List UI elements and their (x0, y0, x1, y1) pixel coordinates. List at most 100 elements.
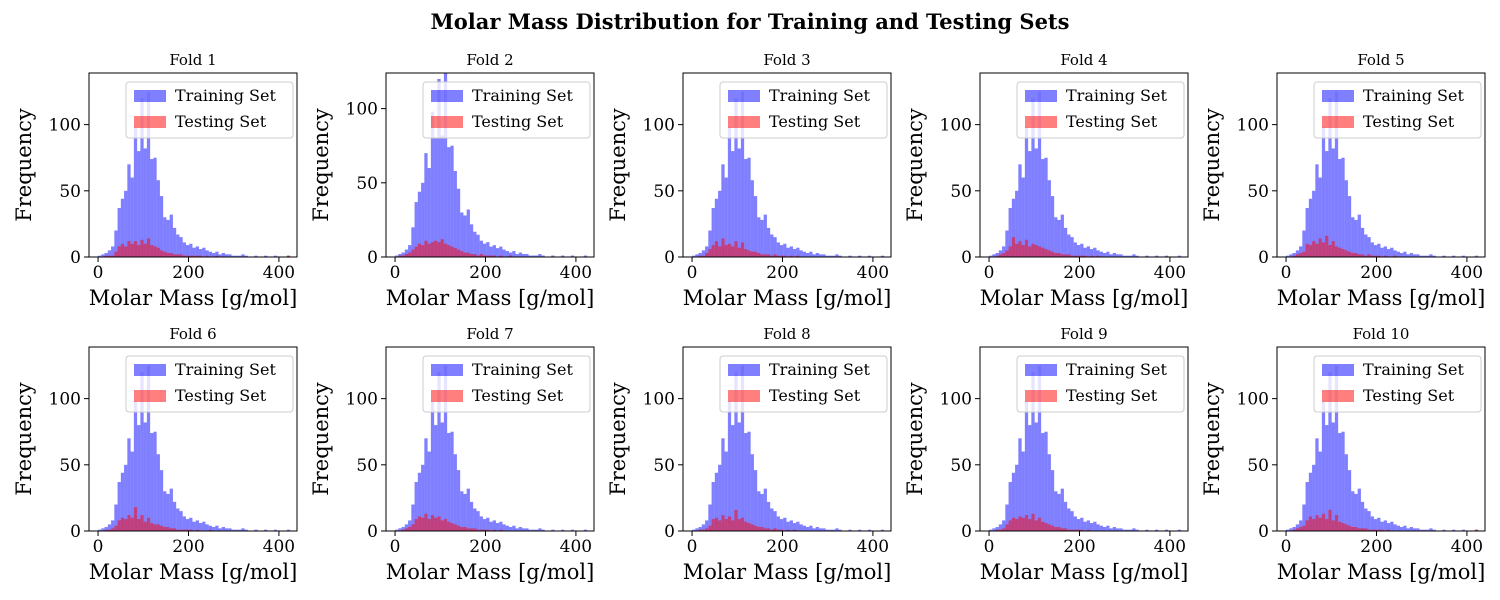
testing-bar (1318, 238, 1322, 257)
testing-bar (469, 254, 474, 257)
training-bar (802, 525, 806, 531)
training-bar (176, 508, 180, 531)
training-bar (1106, 251, 1110, 257)
testing-bar (1054, 253, 1058, 257)
training-bar (469, 224, 474, 257)
training-bar (1360, 501, 1365, 531)
testing-bar (401, 255, 405, 257)
chart-panel-6: 0 200 400 0 50 100 Fold 6 Molar Mass [g/mol] Fre… (12, 325, 298, 584)
testing-bar (469, 528, 474, 531)
x-tick-label: 200 (766, 263, 798, 283)
training-bar (1122, 255, 1126, 257)
training-bar (1312, 190, 1316, 257)
testing-bar (482, 529, 487, 531)
training-bar (1099, 251, 1103, 257)
testing-bar (1373, 255, 1378, 257)
training-bar (1364, 234, 1368, 257)
training-bar (848, 529, 852, 531)
testing-bar (127, 515, 131, 531)
training-bar (1177, 255, 1182, 257)
training-legend-swatch (431, 364, 463, 376)
testing-bar (195, 529, 199, 531)
training-bar (502, 249, 506, 257)
training-bar (111, 246, 115, 257)
testing-bar (104, 529, 108, 531)
testing-bar (718, 246, 722, 257)
training-bar (479, 240, 483, 257)
training-bar (1109, 254, 1113, 257)
training-bar (838, 255, 842, 257)
training-bar (773, 511, 777, 531)
training-bar (822, 254, 826, 257)
training-bar (718, 464, 722, 531)
training-bar (1429, 528, 1433, 531)
testing-bar (796, 255, 800, 257)
training-legend-swatch (1025, 90, 1057, 102)
training-bar (692, 529, 696, 531)
testing-bar (1037, 517, 1042, 531)
training-bar (486, 242, 490, 257)
training-bar (486, 517, 490, 531)
training-bar (1295, 250, 1300, 257)
training-bar (1018, 438, 1022, 531)
testing-bar (408, 252, 412, 257)
training-bar (427, 451, 431, 531)
training-bar (1005, 504, 1009, 531)
x-axis-label: Molar Mass [g/mol] (683, 286, 892, 310)
testing-bar (1031, 513, 1035, 531)
testing-bar (146, 517, 151, 531)
training-bar (1390, 247, 1394, 257)
testing-legend-swatch (728, 390, 760, 402)
testing-bar (721, 515, 725, 531)
training-bar (1096, 250, 1100, 257)
testing-bar (1008, 520, 1012, 531)
training-bar (518, 527, 523, 531)
training-bar (1292, 253, 1296, 257)
testing-bar (1360, 528, 1365, 531)
x-tick-label: 0 (93, 537, 104, 557)
training-bar (476, 234, 480, 257)
testing-bar (1321, 242, 1326, 257)
testing-bar (773, 528, 777, 531)
testing-bar (792, 529, 797, 531)
x-tick-label: 200 (766, 537, 798, 557)
training-bar (753, 196, 758, 257)
testing-bar (998, 254, 1003, 257)
training-bar (189, 517, 193, 531)
y-axis-label: Frequency (309, 382, 333, 496)
training-bar (1403, 525, 1407, 531)
testing-bar (401, 529, 405, 531)
training-bar (508, 527, 513, 531)
training-bar (1132, 254, 1136, 257)
x-tick-label: 400 (1154, 263, 1186, 283)
legend-label: Training Set (1066, 86, 1167, 105)
y-tick-label: 50 (356, 174, 378, 194)
training-bar (166, 219, 170, 257)
testing-bar (414, 246, 418, 257)
training-bar (163, 491, 167, 531)
training-bar (750, 180, 754, 257)
testing-bar (1386, 529, 1391, 531)
legend-box (1313, 355, 1482, 413)
testing-bar (453, 248, 457, 257)
testing-bar (1341, 523, 1345, 531)
training-bar (528, 529, 532, 531)
training-bar (998, 250, 1003, 257)
training-bar (1452, 255, 1456, 257)
testing-bar (1089, 255, 1094, 257)
testing-legend-swatch (431, 390, 463, 402)
x-tick-label: 400 (263, 537, 295, 557)
training-bar (1070, 511, 1074, 531)
testing-bar (443, 519, 448, 531)
bars-group (989, 91, 1182, 257)
training-bar (998, 524, 1003, 531)
training-bar (1328, 372, 1332, 531)
testing-bar (1041, 247, 1045, 257)
testing-bar (747, 523, 751, 531)
x-tick-label: 0 (984, 263, 995, 283)
training-bar (1125, 529, 1130, 531)
y-tick-label: 50 (356, 456, 378, 476)
testing-bar (137, 519, 141, 531)
training-bar (779, 519, 784, 531)
testing-bar (1044, 523, 1048, 531)
